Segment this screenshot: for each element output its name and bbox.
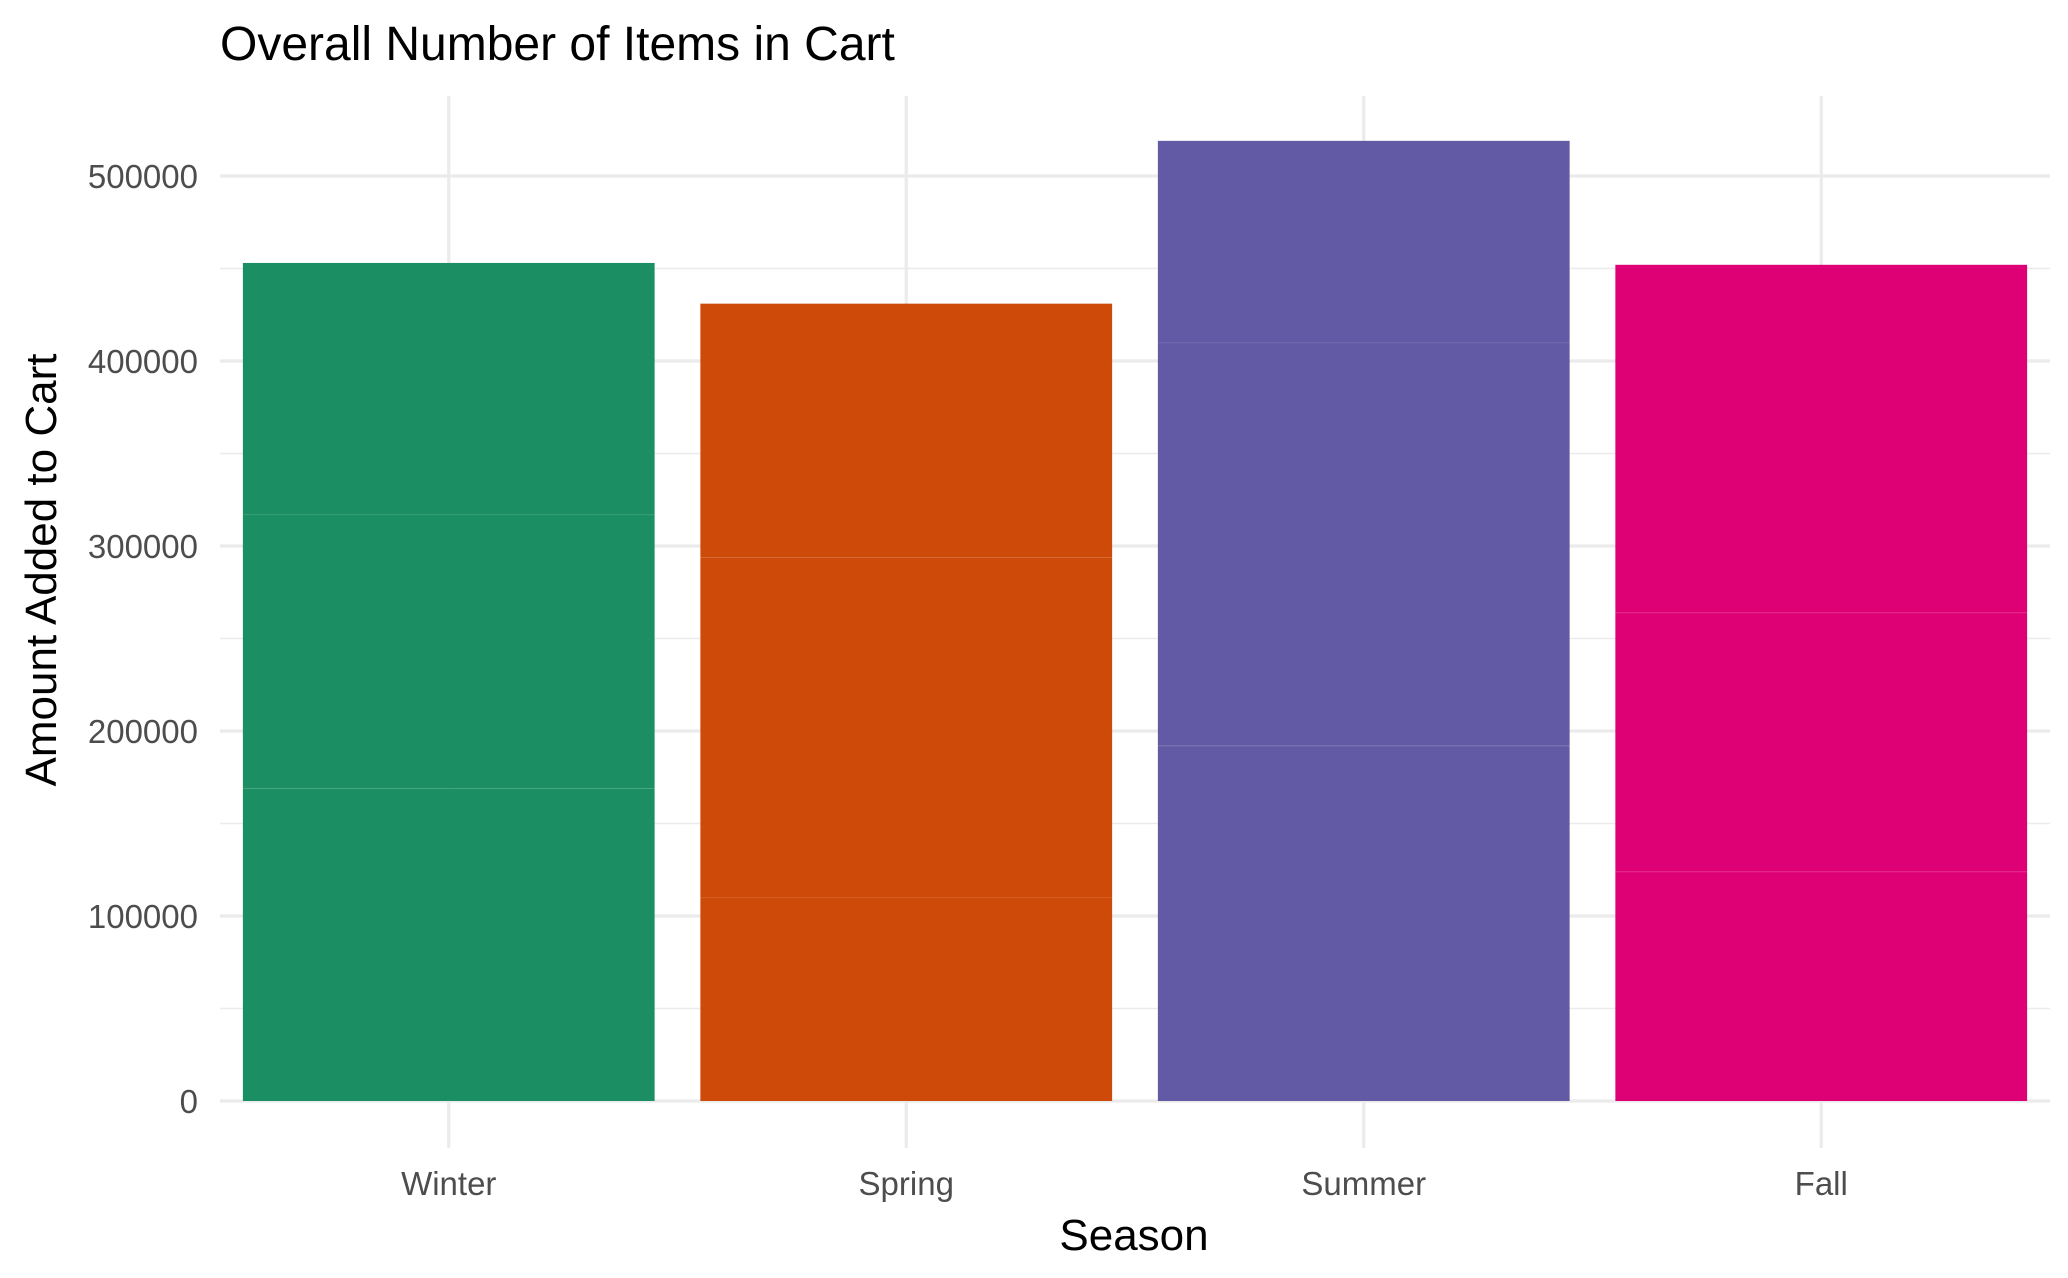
bar-segment — [242, 514, 655, 789]
x-tick-label: Summer — [1301, 1165, 1426, 1202]
bar-segment — [700, 303, 1113, 558]
y-axis-title: Amount Added to Cart — [17, 354, 66, 787]
bar-segment — [700, 557, 1113, 898]
bar-fall — [1615, 264, 2028, 1101]
y-tick-label: 0 — [180, 1083, 198, 1120]
bar-segment — [1157, 140, 1570, 343]
chart-title: Overall Number of Items in Cart — [220, 18, 895, 71]
bar-segment — [242, 788, 655, 1101]
y-tick-label: 100000 — [88, 898, 198, 935]
bar-segment — [242, 262, 655, 515]
bar-segment — [1615, 612, 2028, 872]
x-axis-tick-labels: Winter Spring Summer Fall — [401, 1165, 1848, 1202]
bar-segment — [700, 897, 1113, 1101]
bar-segment — [1615, 264, 2028, 613]
x-tick-label: Fall — [1795, 1165, 1848, 1202]
y-tick-label: 400000 — [88, 343, 198, 380]
x-tick-label: Spring — [859, 1165, 954, 1202]
y-tick-label: 500000 — [88, 158, 198, 195]
bar-segment — [1157, 745, 1570, 1101]
x-axis-title: Season — [1059, 1211, 1208, 1260]
bar-winter — [242, 262, 655, 1101]
y-axis-tick-labels: 0 100000 200000 300000 400000 500000 — [88, 158, 198, 1120]
bar-summer — [1157, 140, 1570, 1101]
x-tick-label: Winter — [401, 1165, 496, 1202]
bar-segment — [1615, 871, 2028, 1101]
y-tick-label: 300000 — [88, 528, 198, 565]
y-tick-label: 200000 — [88, 713, 198, 750]
bar-spring — [700, 303, 1113, 1101]
bars — [242, 140, 2028, 1101]
bar-segment — [1157, 342, 1570, 746]
